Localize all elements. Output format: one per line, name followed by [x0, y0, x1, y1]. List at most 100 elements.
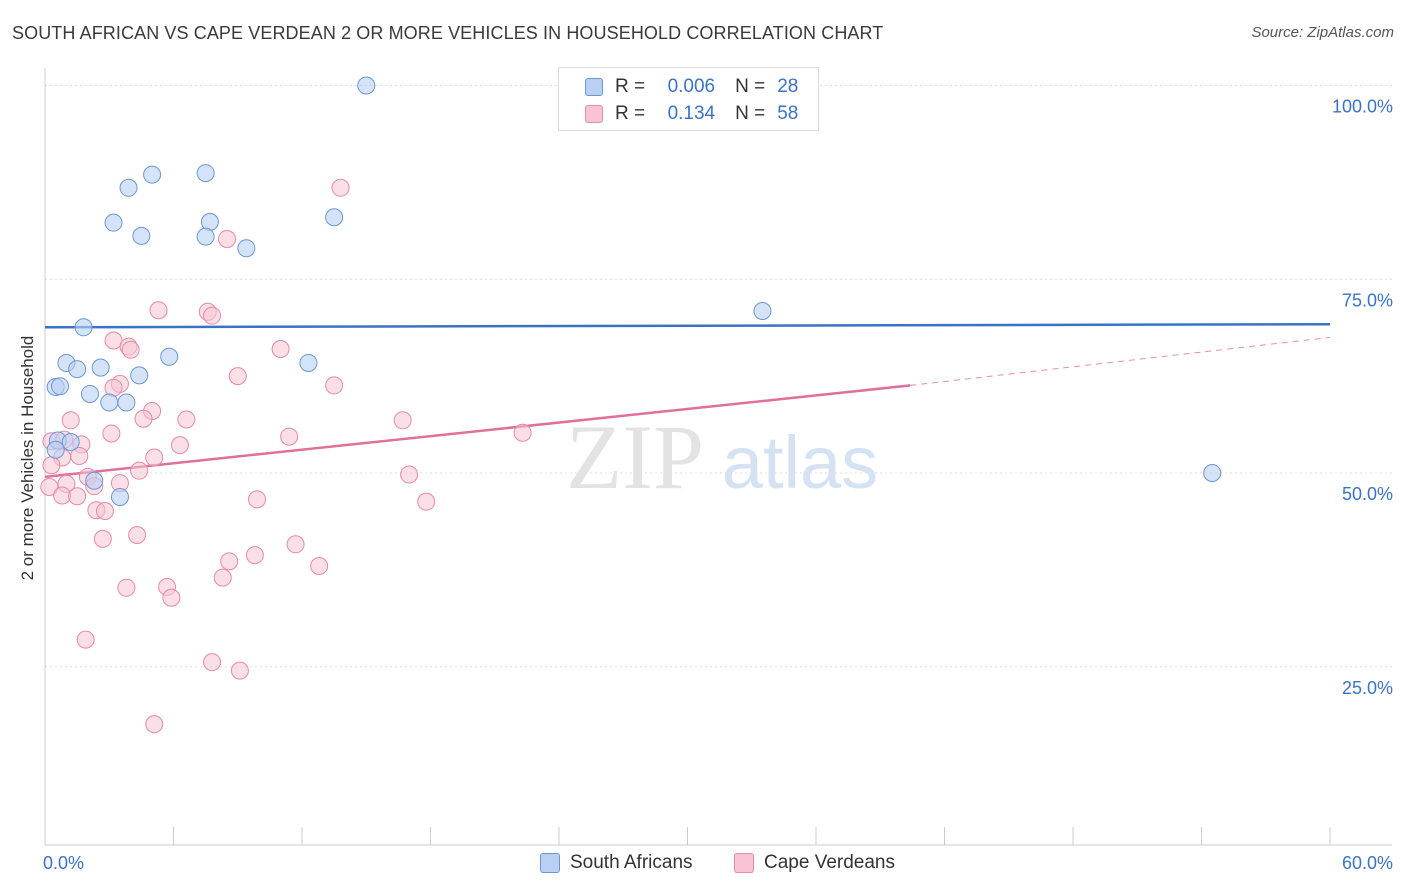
cape-verdeans-point [134, 409, 153, 428]
cape-verdeans-point [203, 653, 222, 672]
r-label: R = [615, 103, 646, 124]
cape-verdeans-point [203, 306, 222, 325]
watermark-atlas: atlas [722, 421, 878, 504]
south-africans-point [85, 471, 104, 490]
tick-labels: 25.0% 50.0% 75.0% 100.0% 0.0% 60.0% [43, 97, 1393, 874]
south-africans-point [100, 393, 119, 412]
cape-verdeans-point [213, 568, 232, 587]
trend-lines [44, 322, 1331, 479]
cape-verdeans-point [70, 446, 89, 465]
legend-label: South Africans [570, 852, 693, 873]
cape-verdeans-point [248, 490, 267, 509]
r-value: 0.134 [667, 103, 716, 124]
south-africans-point [196, 164, 215, 183]
cape-verdeans-point [104, 331, 123, 350]
y-axis-label: 2 or more Vehicles in Household [18, 335, 37, 581]
south-africans-point [50, 377, 69, 396]
legend-item-cape-verdeans[interactable]: Cape Verdeans [734, 852, 895, 874]
legend-item-south-africans[interactable]: South Africans [540, 852, 693, 874]
cape-verdeans-swatch [585, 105, 603, 123]
cape-verdeans-legend-swatch [734, 853, 754, 873]
cape-verdeans-point [271, 340, 290, 358]
cape-verdeans-point [400, 465, 419, 484]
cape-verdeans-point [117, 578, 136, 597]
cape-verdeans-point [331, 178, 350, 197]
source-label: Source: ZipAtlas.com [1251, 24, 1394, 41]
south-africans-point [80, 384, 99, 403]
south-africans-point [160, 347, 179, 366]
south-africans-point [237, 239, 256, 258]
cape-verdeans-point [53, 486, 72, 505]
south-africans-point [110, 488, 129, 507]
y-tick-label: 50.0% [1342, 484, 1393, 504]
south-africans-point [117, 393, 136, 412]
correlation-legend: R = 0.006 N = 28 R = 0.134 N = 58 [558, 67, 819, 131]
cape-verdeans-point [245, 546, 264, 565]
y-tick-label: 75.0% [1342, 290, 1393, 310]
watermark: ZIP atlas [566, 406, 878, 508]
cape-verdeans-point [218, 229, 237, 248]
series-legend: South Africans Cape Verdeans [0, 852, 1406, 876]
south-africans-point [143, 165, 162, 184]
r-label: R = [615, 76, 646, 97]
south-africans-point [46, 440, 65, 459]
grid [45, 85, 1392, 668]
south-africans-point [196, 227, 215, 246]
south-africans-point [104, 213, 123, 232]
south-africans-point [325, 208, 344, 227]
south-africans-legend-swatch [540, 853, 560, 873]
cape-verdeans-point [128, 526, 147, 544]
cape-verdeans-trend-line [44, 384, 911, 479]
cape-verdeans-point [93, 529, 112, 548]
x-tick-label-max: 60.0% [1342, 853, 1393, 873]
cape-verdeans-point [230, 661, 249, 680]
cape-verdeans-point [170, 436, 189, 455]
cape-verdeans-trend-extension [910, 336, 1331, 386]
south-africans-point [357, 76, 376, 95]
n-label: N = [735, 76, 766, 97]
chart-title: SOUTH AFRICAN VS CAPE VERDEAN 2 OR MORE … [12, 23, 884, 43]
legend-row-cape-verdeans: R = 0.134 N = 58 [585, 102, 798, 126]
cape-verdeans-point [417, 492, 436, 511]
n-label: N = [735, 103, 766, 124]
cape-verdeans-point [102, 424, 121, 443]
axes [44, 68, 1392, 846]
legend-row-south-africans: R = 0.006 N = 28 [585, 75, 798, 99]
watermark-zip: ZIP [566, 406, 704, 508]
data-points [40, 76, 1222, 734]
cape-verdeans-point [61, 411, 80, 430]
cape-verdeans-point [310, 557, 329, 575]
cape-verdeans-point [149, 301, 168, 320]
cape-verdeans-point [40, 477, 59, 496]
cape-verdeans-point [286, 535, 305, 554]
cape-verdeans-point [228, 367, 247, 386]
cape-verdeans-point [68, 487, 87, 506]
y-tick-label: 25.0% [1342, 678, 1393, 698]
cape-verdeans-point [42, 456, 61, 475]
south-africans-point [753, 302, 772, 321]
cape-verdeans-point [280, 427, 299, 446]
cape-verdeans-point [393, 411, 412, 430]
cape-verdeans-point [513, 423, 532, 442]
south-africans-point [132, 226, 151, 245]
south-africans-point [91, 358, 110, 377]
cape-verdeans-point [121, 340, 140, 359]
cape-verdeans-point [145, 448, 164, 467]
r-value: 0.006 [667, 76, 716, 97]
south-africans-point [68, 360, 87, 379]
south-africans-point [119, 178, 138, 197]
south-africans-point [299, 353, 318, 372]
south-africans-point [1203, 464, 1222, 482]
south-africans-point [74, 318, 93, 337]
south-africans-point [61, 433, 80, 451]
cape-verdeans-point [145, 715, 164, 734]
n-value: 58 [777, 103, 799, 124]
cape-verdeans-point [76, 630, 95, 649]
x-tick-label-min: 0.0% [43, 853, 84, 873]
cape-verdeans-point [95, 501, 114, 520]
cape-verdeans-point [162, 588, 181, 607]
y-tick-label: 100.0% [1332, 97, 1393, 117]
legend-label: Cape Verdeans [764, 852, 895, 873]
cape-verdeans-point [220, 552, 239, 571]
